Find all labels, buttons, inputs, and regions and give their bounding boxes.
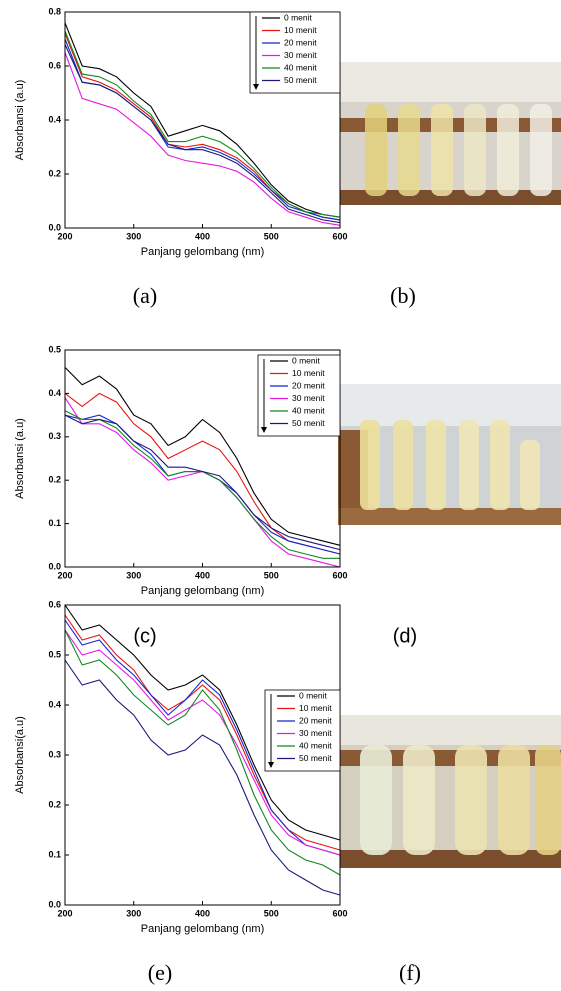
legend-box [264, 689, 341, 772]
legend-label: 40 menit [292, 405, 325, 415]
legend-label: 50 menit [292, 418, 325, 428]
x-tick-label: 300 [126, 908, 141, 918]
y-tick-label: 0.2 [48, 168, 61, 178]
y-axis-label: Absorbansi (a.u) [14, 80, 26, 161]
x-tick-label: 600 [332, 570, 347, 580]
legend-label: 0 menit [292, 355, 321, 365]
panel-label: (e) [148, 960, 172, 985]
y-axis-label: Absorbansi(a.u) [14, 716, 26, 794]
y-tick-label: 0.0 [48, 561, 61, 571]
x-tick-label: 200 [57, 908, 72, 918]
y-tick-label: 0.4 [48, 114, 61, 124]
y-tick-label: 0.6 [48, 599, 61, 609]
legend-arrowhead [268, 762, 274, 768]
photo [340, 62, 561, 205]
legend-box [249, 11, 341, 94]
x-axis-label: Panjang gelombang (nm) [141, 923, 265, 935]
y-tick-label: 0.6 [48, 60, 61, 70]
x-tick-label: 200 [57, 231, 72, 241]
x-axis-label: Panjang gelombang (nm) [141, 585, 265, 597]
legend-label: 0 menit [299, 690, 328, 700]
series-line [64, 366, 341, 546]
legend-arrowhead [261, 427, 267, 433]
series-line [64, 414, 341, 551]
series-line [64, 52, 341, 226]
y-tick-label: 0.1 [48, 518, 61, 528]
x-tick-label: 400 [195, 570, 210, 580]
panel-label: (d) [393, 625, 417, 647]
photo [340, 715, 561, 868]
legend-label: 10 menit [299, 703, 332, 713]
x-tick-label: 600 [332, 231, 347, 241]
y-tick-label: 0.8 [48, 6, 61, 16]
y-tick-label: 0.3 [48, 749, 61, 759]
series-line [64, 619, 341, 856]
legend-label: 0 menit [284, 12, 313, 22]
x-axis-label: Panjang gelombang (nm) [141, 246, 265, 258]
x-tick-label: 600 [332, 908, 347, 918]
x-tick-label: 500 [264, 570, 279, 580]
panel-label: (c) [133, 625, 156, 647]
y-tick-label: 0.2 [48, 799, 61, 809]
legend-label: 40 menit [284, 62, 317, 72]
x-tick-label: 200 [57, 570, 72, 580]
legend-arrowhead [253, 84, 259, 90]
series-line [64, 22, 341, 218]
x-tick-label: 300 [126, 231, 141, 241]
legend-label: 40 menit [299, 740, 332, 750]
x-tick-label: 300 [126, 570, 141, 580]
y-tick-label: 0.4 [48, 699, 61, 709]
series-line [64, 629, 341, 856]
y-axis-label: Absorbansi (a.u) [14, 418, 26, 499]
y-tick-label: 0.3 [48, 431, 61, 441]
legend-box [257, 354, 341, 437]
legend-label: 20 menit [299, 715, 332, 725]
legend-label: 30 menit [284, 50, 317, 60]
series-line [64, 604, 341, 841]
x-tick-label: 400 [195, 908, 210, 918]
panel-label: (b) [390, 283, 416, 308]
legend-label: 20 menit [292, 380, 325, 390]
legend-label: 30 menit [299, 728, 332, 738]
y-tick-label: 0.0 [48, 222, 61, 232]
y-tick-label: 0.0 [48, 899, 61, 909]
x-tick-label: 400 [195, 231, 210, 241]
y-tick-label: 0.5 [48, 649, 61, 659]
plot-frame [64, 11, 341, 229]
y-tick-label: 0.4 [48, 388, 61, 398]
legend-label: 50 menit [284, 75, 317, 85]
legend-label: 50 menit [299, 753, 332, 763]
photo [338, 384, 561, 525]
legend-label: 20 menit [284, 37, 317, 47]
legend-label: 30 menit [292, 393, 325, 403]
plot-frame [64, 349, 341, 568]
series-line [64, 44, 341, 224]
x-tick-label: 500 [264, 908, 279, 918]
legend-label: 10 menit [284, 25, 317, 35]
legend-label: 10 menit [292, 368, 325, 378]
series-line [64, 659, 341, 896]
y-tick-label: 0.1 [48, 849, 61, 859]
panel-label: (a) [133, 283, 157, 308]
y-tick-label: 0.5 [48, 344, 61, 354]
y-tick-label: 0.2 [48, 475, 61, 485]
series-line [64, 629, 341, 876]
series-line [64, 30, 341, 218]
panel-label: (f) [399, 960, 421, 985]
series-line [64, 614, 341, 851]
x-tick-label: 500 [264, 231, 279, 241]
